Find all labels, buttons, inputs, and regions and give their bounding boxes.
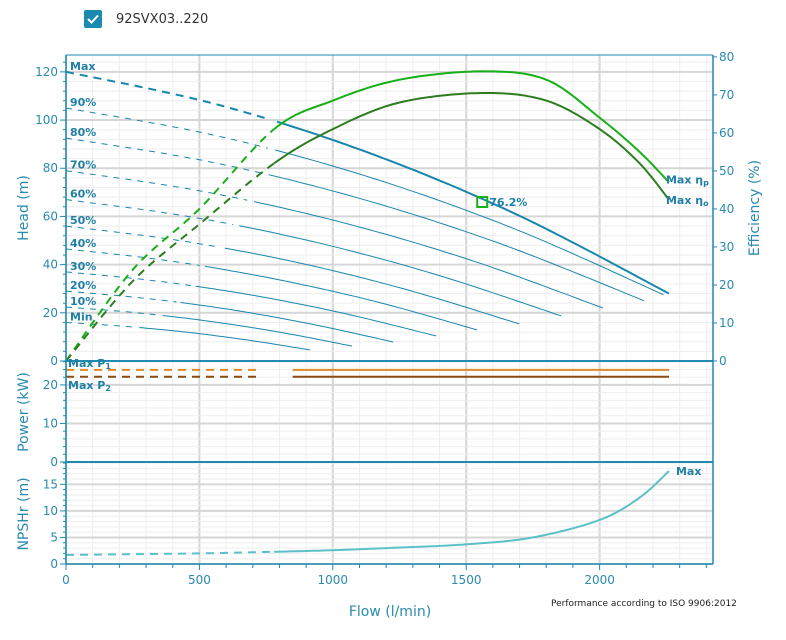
head-curve-max-dashed xyxy=(65,70,270,121)
efficiency-curve-ηp-dashed xyxy=(65,128,275,362)
x-tick-label: 2000 xyxy=(584,573,615,587)
speed-label: 40% xyxy=(70,237,96,250)
efficiency-tick-label: 80 xyxy=(719,50,734,64)
npsh-tick-label: 15 xyxy=(43,477,58,491)
head-curve-60pct xyxy=(239,225,562,317)
speed-label: 60% xyxy=(70,188,96,201)
efficiency-max-label: Max ηp xyxy=(666,173,709,187)
head-curve-50pct xyxy=(224,247,520,325)
power-max-label: Max P1 xyxy=(68,357,111,371)
head-curve-40pct-dashed xyxy=(65,248,200,266)
head-curve-20pct-dashed xyxy=(65,290,177,303)
head-curve-20pct xyxy=(180,302,394,343)
speed-label: 10% xyxy=(70,295,96,308)
head-curve-70pct xyxy=(253,201,604,309)
power-max-label: Max P2 xyxy=(68,379,111,393)
efficiency-tick-label: 60 xyxy=(719,126,734,140)
speed-label: 50% xyxy=(70,214,96,227)
speed-label: 90% xyxy=(70,96,96,109)
head-curve-max xyxy=(276,120,670,295)
head-curve-90pct xyxy=(275,149,664,296)
speed-label: Min xyxy=(70,310,93,323)
efficiency-tick-label: 70 xyxy=(719,88,734,102)
npsh-tick-label: 0 xyxy=(50,557,58,571)
head-curve-80pct xyxy=(268,174,645,302)
bep-efficiency-label: 76.2% xyxy=(489,196,527,209)
efficiency-tick-label: 20 xyxy=(719,278,734,292)
efficiency-axis-title: Efficiency (%) xyxy=(747,160,763,256)
speed-label: 30% xyxy=(70,260,96,273)
head-curve-90pct-dashed xyxy=(65,107,268,149)
head-tick-label: 120 xyxy=(35,65,58,79)
efficiency-tick-label: 50 xyxy=(719,164,734,178)
npsh-tick-label: 10 xyxy=(43,504,58,518)
x-axis-title: Flow (l/min) xyxy=(349,604,431,620)
npsh-curve xyxy=(274,470,670,553)
legend-label: 92SVX03..220 xyxy=(116,11,209,27)
head-curve-40pct xyxy=(204,265,478,331)
head-curve-30pct xyxy=(195,285,437,337)
efficiency-tick-label: 40 xyxy=(719,202,734,216)
head-tick-label: 0 xyxy=(50,354,58,368)
checkmark-icon xyxy=(87,14,99,24)
legend-checkbox[interactable] xyxy=(84,10,102,28)
bep-marker xyxy=(476,195,489,208)
npsh-tick-label: 5 xyxy=(50,530,58,544)
legend: 92SVX03..220 xyxy=(84,10,208,28)
head-tick-label: 60 xyxy=(43,209,58,223)
head-axis-title: Head (m) xyxy=(16,175,32,241)
efficiency-tick-label: 10 xyxy=(719,316,734,330)
x-tick-label: 1000 xyxy=(318,573,349,587)
curves xyxy=(65,70,670,556)
head-tick-label: 100 xyxy=(35,113,58,127)
speed-label: 80% xyxy=(70,126,96,139)
footer-note: Performance according to ISO 9906:2012 xyxy=(551,599,737,609)
efficiency-max-label: Max ηo xyxy=(666,194,709,208)
x-tick-label: 0 xyxy=(62,573,70,587)
npsh-max-label: Max xyxy=(676,465,701,478)
head-curve-50pct-dashed xyxy=(65,225,220,248)
head-curve-10pct xyxy=(162,315,353,347)
efficiency-tick-label: 30 xyxy=(719,240,734,254)
power-tick-label: 20 xyxy=(43,378,58,392)
speed-label: 20% xyxy=(70,279,96,292)
efficiency-curve-ηo xyxy=(273,92,670,201)
x-tick-label: 1500 xyxy=(451,573,482,587)
speed-label: Max xyxy=(70,60,95,73)
npsh-curve-dashed xyxy=(65,550,275,556)
head-curve-10pct-dashed xyxy=(65,306,160,316)
labels: Max 90% 80% 70% 60% 50% 40% 30% 20% 10% Min Max ηp M… xyxy=(68,60,709,478)
power-tick-label: 10 xyxy=(43,416,58,430)
power-axis-title: Power (kW) xyxy=(16,372,32,452)
head-curve-min xyxy=(139,327,311,351)
head-curve-30pct-dashed xyxy=(65,271,192,287)
npsh-axis-title: NPSHr (m) xyxy=(16,477,32,550)
efficiency-curve-ηo-dashed xyxy=(65,162,275,362)
head-tick-label: 40 xyxy=(43,258,58,272)
x-tick-label: 500 xyxy=(188,573,211,587)
speed-label: 70% xyxy=(70,159,96,172)
head-tick-label: 20 xyxy=(43,306,58,320)
power-tick-label: 0 xyxy=(50,455,58,469)
efficiency-curve-ηp xyxy=(273,70,670,184)
head-curve-70pct-dashed xyxy=(65,170,248,201)
efficiency-tick-label: 0 xyxy=(719,354,727,368)
head-tick-label: 80 xyxy=(43,161,58,175)
axes: 0 500 1000 1500 2000020406080100120010203040… xyxy=(35,50,734,587)
